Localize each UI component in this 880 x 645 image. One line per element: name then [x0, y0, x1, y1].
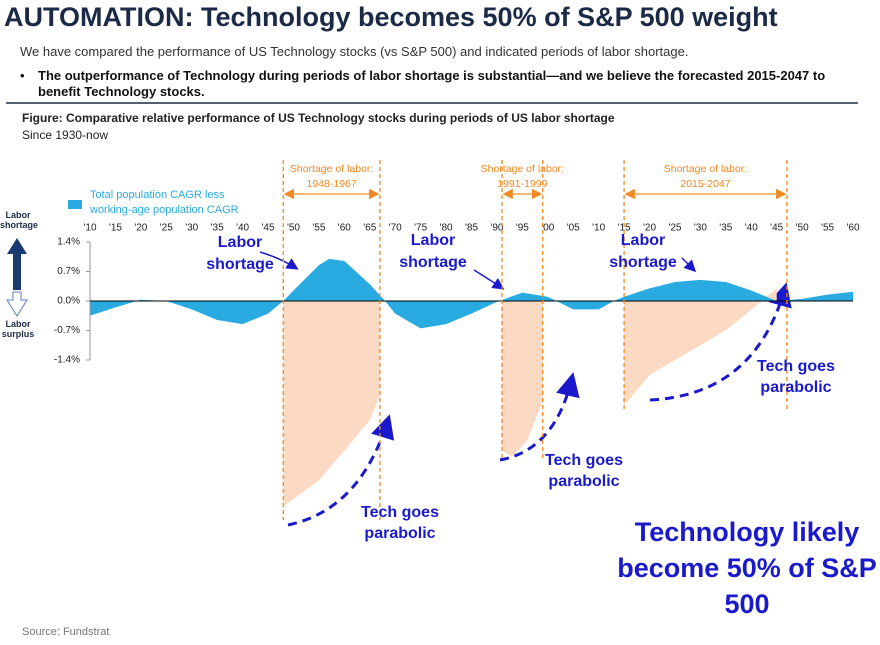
period-label: Shortage of labor:	[664, 163, 747, 175]
parabolic-arrow	[287, 414, 395, 527]
x-tick-label: '50	[287, 223, 300, 234]
x-tick-label: '45	[770, 223, 783, 234]
labor-shortage-note: Labor shortage	[609, 232, 677, 271]
x-tick-label: '45	[262, 223, 275, 234]
parabolic-arrow	[499, 372, 580, 462]
subtitle: We have compared the performance of US T…	[20, 44, 689, 59]
period-range: 1991-1999	[497, 178, 547, 190]
x-tick-label: '90	[490, 223, 503, 234]
bullet-mark: •	[20, 68, 25, 83]
pointer-arrow	[473, 269, 505, 290]
period-label: Shortage of labor:	[481, 163, 564, 175]
source: Source: Fundstrat	[22, 626, 110, 638]
x-tick-label: '80	[440, 223, 453, 234]
labor-shortage-note: Labor shortage	[399, 232, 467, 271]
labor-shortage-note: Labor shortage	[206, 234, 274, 273]
up-arrow	[7, 238, 27, 290]
x-tick-label: '30	[694, 223, 707, 234]
axis-label-bottom: Labor surplus	[1, 319, 35, 339]
period-label: Shortage of labor:	[290, 163, 373, 175]
legend-swatch	[68, 200, 82, 209]
x-tick-label: '55	[312, 223, 325, 234]
x-tick-label: '10	[592, 223, 605, 234]
conclusion: Technology likely become 50% of S&P 500	[617, 517, 877, 619]
bullet-text: The outperformance of Technology during …	[38, 68, 826, 99]
y-tick-label: 0.0%	[57, 296, 80, 307]
down-arrow	[6, 291, 28, 317]
x-tick-label: '60	[338, 223, 351, 234]
x-tick-label: '40	[745, 223, 758, 234]
x-tick-label: '40	[236, 223, 249, 234]
x-tick-label: '20	[134, 223, 147, 234]
y-tick-label: 1.4%	[57, 237, 80, 248]
tech-parabolic-note: Tech goes parabolic	[757, 358, 835, 396]
x-tick-label: '10	[83, 223, 96, 234]
pointer-arrow	[681, 257, 697, 273]
y-tick-label: -1.4%	[54, 355, 80, 366]
y-tick-label: 0.7%	[57, 266, 80, 277]
x-tick-label: '50	[796, 223, 809, 234]
x-tick-label: '95	[516, 223, 529, 234]
period-range: 1948-1967	[307, 178, 357, 190]
x-tick-label: '15	[618, 223, 631, 234]
x-tick-label: '55	[821, 223, 834, 234]
x-tick-label: '20	[643, 223, 656, 234]
figure-subtitle: Since 1930-now	[22, 128, 109, 142]
x-tick-label: '30	[185, 223, 198, 234]
legend-label: Total population CAGR less working-age p…	[90, 189, 239, 216]
performance-area	[283, 288, 777, 506]
x-tick-label: '15	[109, 223, 122, 234]
parabolic-arrow	[649, 282, 792, 402]
x-tick-label: '35	[211, 223, 224, 234]
tech-parabolic-note: Tech goes parabolic	[545, 452, 623, 490]
x-tick-label: '60	[846, 223, 859, 234]
y-tick-label: -0.7%	[54, 325, 80, 336]
x-tick-label: '70	[389, 223, 402, 234]
axis-label-top: Labor shortage	[0, 210, 39, 230]
x-tick-label: '25	[160, 223, 173, 234]
tech-parabolic-note: Tech goes parabolic	[361, 504, 439, 542]
x-tick-label: '65	[363, 223, 376, 234]
x-tick-label: '05	[567, 223, 580, 234]
period-range: 2015-2047	[680, 178, 730, 190]
x-tick-label: '85	[465, 223, 478, 234]
x-tick-label: '75	[414, 223, 427, 234]
x-tick-label: '25	[668, 223, 681, 234]
figure-title: Figure: Comparative relative performance…	[22, 111, 615, 125]
population-area	[90, 258, 853, 329]
x-tick-label: '00	[541, 223, 554, 234]
x-tick-label: '35	[719, 223, 732, 234]
page-title: AUTOMATION: Technology becomes 50% of S&…	[4, 2, 778, 32]
pointer-arrow	[259, 251, 299, 270]
